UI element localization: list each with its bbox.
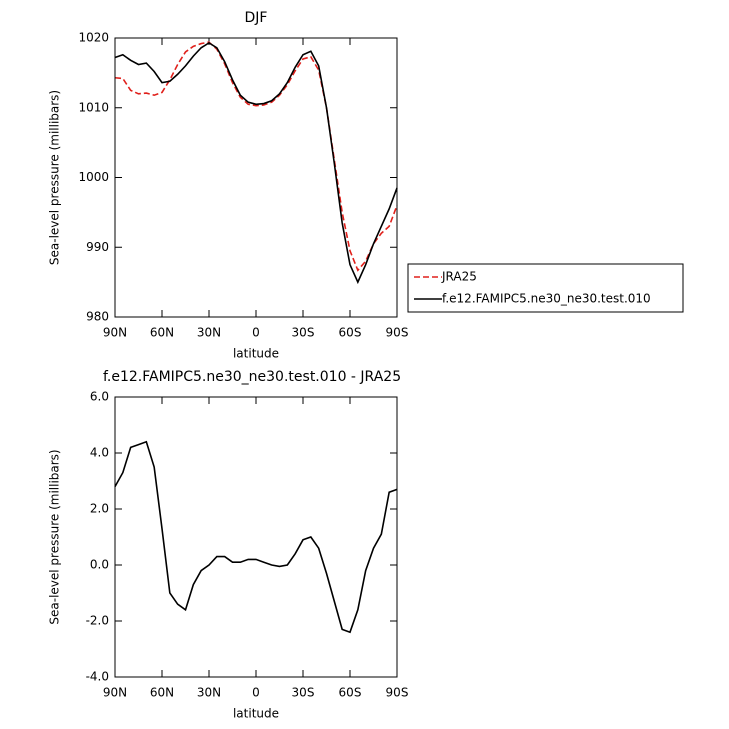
x-tick-label: 90N <box>103 326 127 340</box>
y-tick-label: -4.0 <box>86 670 109 684</box>
x-axis-title: latitude <box>233 707 279 721</box>
y-axis-title: Sea-level pressure (millibars) <box>48 90 62 265</box>
x-tick-label: 30N <box>197 326 221 340</box>
x-axis-title: latitude <box>233 347 279 361</box>
x-tick-label: 60S <box>339 686 362 700</box>
y-tick-label: -2.0 <box>86 614 109 628</box>
chart-title: f.e12.FAMIPC5.ne30_ne30.test.010 - JRA25 <box>103 369 401 385</box>
x-tick-label: 90S <box>386 686 409 700</box>
x-tick-label: 60S <box>339 326 362 340</box>
x-tick-label: 0 <box>252 686 260 700</box>
legend-label: f.e12.FAMIPC5.ne30_ne30.test.010 <box>442 292 651 306</box>
y-tick-label: 2.0 <box>90 502 109 516</box>
y-axis-title: Sea-level pressure (millibars) <box>48 449 62 624</box>
x-tick-label: 60N <box>150 686 174 700</box>
x-tick-label: 30S <box>292 686 315 700</box>
chart-title: DJF <box>245 10 268 26</box>
x-tick-label: 60N <box>150 326 174 340</box>
plot-frame <box>114 396 398 678</box>
x-tick-label: 90N <box>103 686 127 700</box>
x-tick-label: 90S <box>386 326 409 340</box>
x-tick-label: 30S <box>292 326 315 340</box>
legend-label: JRA25 <box>441 270 477 284</box>
series-line <box>114 440 398 634</box>
y-tick-label: 1010 <box>78 100 109 114</box>
y-tick-label: 6.0 <box>90 390 109 404</box>
x-tick-label: 0 <box>252 326 260 340</box>
y-tick-label: 990 <box>86 240 109 254</box>
y-tick-label: 1020 <box>78 31 109 45</box>
y-tick-label: 0.0 <box>90 558 109 572</box>
y-tick-label: 980 <box>86 310 109 324</box>
y-tick-label: 4.0 <box>90 446 109 460</box>
x-tick-label: 30N <box>197 686 221 700</box>
series-line <box>114 41 398 272</box>
legend-box <box>407 263 684 313</box>
series-line <box>114 41 398 285</box>
y-tick-label: 1000 <box>78 170 109 184</box>
plot-frame <box>114 37 398 318</box>
